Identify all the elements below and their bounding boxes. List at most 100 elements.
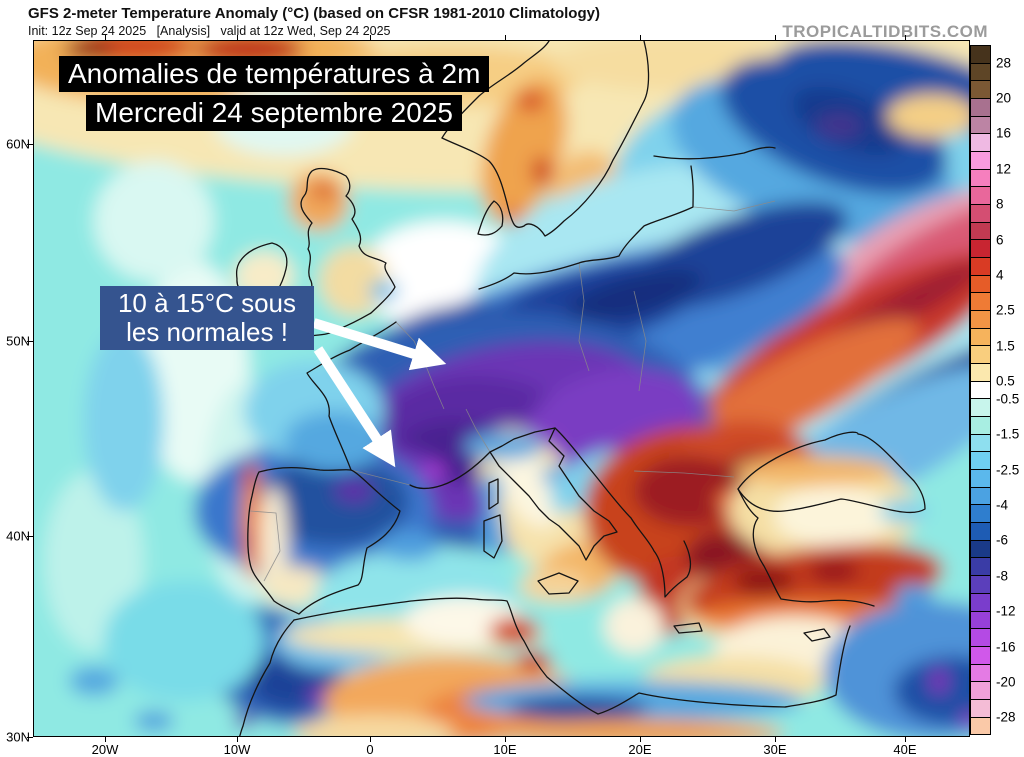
model-run-subtitle: Init: 12z Sep 24 2025 [Analysis] valid a… [28, 24, 391, 38]
colorbar-segment-12 [971, 240, 990, 259]
colorbar-label--4: -4 [996, 497, 1009, 513]
colorbar-label--16: -16 [996, 639, 1016, 655]
lon-tick [104, 737, 106, 742]
lon-tick-top [236, 35, 238, 40]
colorbar-segment-23 [971, 434, 990, 453]
colorbar-label--6: -6 [996, 532, 1009, 548]
colorbar-label-16: 16 [996, 125, 1012, 141]
colorbar-segment-14 [971, 275, 990, 294]
annotation-banner-title: Anomalies de températures à 2m [59, 56, 490, 93]
colorbar-label--28: -28 [996, 709, 1016, 725]
lat-label-50N: 50N [6, 333, 30, 349]
lon-label-20E: 20E [628, 742, 652, 757]
colorbar-segment-1 [971, 46, 990, 64]
colorbar-segment-35 [971, 646, 990, 665]
lon-tick [369, 737, 371, 742]
colorbar-segment-18 [971, 346, 990, 365]
colorbar-segment-31 [971, 576, 990, 594]
lat-label-30N: 30N [6, 729, 30, 745]
colorbar-label--2.5: -2.5 [996, 462, 1020, 478]
colorbar-label--12: -12 [996, 603, 1016, 619]
colorbar-segment-26 [971, 487, 990, 506]
colorbar-segment-27 [971, 505, 990, 524]
lat-tick [27, 340, 33, 342]
colorbar-segment-10 [971, 205, 990, 223]
colorbar-segment-32 [971, 593, 990, 612]
lon-tick [236, 737, 238, 742]
annotation-arrows [312, 318, 447, 468]
watermark-text: TROPICALTIDBITS.COM [782, 22, 988, 41]
colorbar-label-6: 6 [996, 232, 1004, 248]
colorbar-segment-6 [971, 134, 990, 153]
lon-tick [774, 737, 776, 742]
colorbar-label-1.5: 1.5 [996, 338, 1015, 354]
colorbar-segment-15 [971, 293, 990, 312]
lon-tick-top [104, 35, 106, 40]
colorbar-segment-16 [971, 311, 990, 329]
colorbar-segment-38 [971, 699, 990, 718]
colorbar-segment-8 [971, 169, 990, 188]
lon-tick [504, 737, 506, 742]
colorbar-segment-5 [971, 116, 990, 135]
colorbar-segment-2 [971, 63, 990, 82]
map-canvas[interactable]: Anomalies de températures à 2m Mercredi … [33, 40, 970, 737]
lon-tick [639, 737, 641, 742]
colorbar-segment-20 [971, 381, 990, 400]
annotation-banner-date: Mercredi 24 septembre 2025 [86, 95, 462, 132]
colorbar-label-12: 12 [996, 161, 1012, 177]
colorbar-segment-21 [971, 399, 990, 418]
lon-label-0: 0 [366, 742, 374, 757]
colorbar-segment-33 [971, 611, 990, 630]
colorbar-label-20: 20 [996, 90, 1012, 106]
lat-tick [27, 535, 33, 537]
colorbar-segment-37 [971, 682, 990, 700]
colorbar-label--1.5: -1.5 [996, 426, 1020, 442]
lon-tick-top [639, 35, 641, 40]
lon-label-20W: 20W [91, 742, 119, 757]
colorbar-label--0.5: -0.5 [996, 391, 1020, 407]
colorbar-segment-29 [971, 540, 990, 559]
lon-tick-top [904, 35, 906, 40]
colorbar-segment-4 [971, 99, 990, 117]
callout-line1: 10 à 15°C sous [117, 288, 297, 318]
colorbar-segment-39 [971, 717, 990, 735]
colorbar-segment-7 [971, 152, 990, 170]
colorbar-segment-24 [971, 452, 990, 471]
colorbar-label-0.5: 0.5 [996, 373, 1015, 389]
country-borders [249, 200, 776, 582]
lon-label-10E: 10E [493, 742, 517, 757]
colorbar-segment-3 [971, 81, 990, 100]
colorbar-label-2.5: 2.5 [996, 302, 1015, 318]
lat-label-60N: 60N [6, 136, 30, 152]
page-title: GFS 2-meter Temperature Anomaly (°C) (ba… [28, 5, 600, 22]
colorbar-segment-28 [971, 523, 990, 541]
colorbar-segment-17 [971, 328, 990, 347]
colorbar-segment-9 [971, 187, 990, 206]
colorbar-segment-19 [971, 364, 990, 382]
colorbar-label-4: 4 [996, 267, 1004, 283]
lon-label-40E: 40E [893, 742, 917, 757]
lon-label-10W: 10W [223, 742, 251, 757]
colorbar-label-28: 28 [996, 55, 1012, 71]
colorbar-label--20: -20 [996, 674, 1016, 690]
colorbar-segment-36 [971, 664, 990, 683]
lon-tick-top [774, 35, 776, 40]
lon-tick-top [369, 35, 371, 40]
colorbar-label-8: 8 [996, 196, 1004, 212]
colorbar [970, 45, 991, 735]
lon-label-30E: 30E [763, 742, 787, 757]
lat-label-40N: 40N [6, 528, 30, 544]
lon-tick [904, 737, 906, 742]
lon-tick-top [504, 35, 506, 40]
colorbar-segment-22 [971, 417, 990, 435]
colorbar-segment-11 [971, 222, 990, 241]
lat-tick [27, 736, 33, 738]
colorbar-label--8: -8 [996, 568, 1009, 584]
callout-line2: les normales ! [126, 317, 288, 348]
colorbar-segment-25 [971, 470, 990, 488]
annotation-callout: 10 à 15°C sous les normales ! [100, 286, 314, 351]
lat-tick [27, 143, 33, 145]
colorbar-segment-34 [971, 629, 990, 647]
colorbar-segment-13 [971, 258, 990, 276]
